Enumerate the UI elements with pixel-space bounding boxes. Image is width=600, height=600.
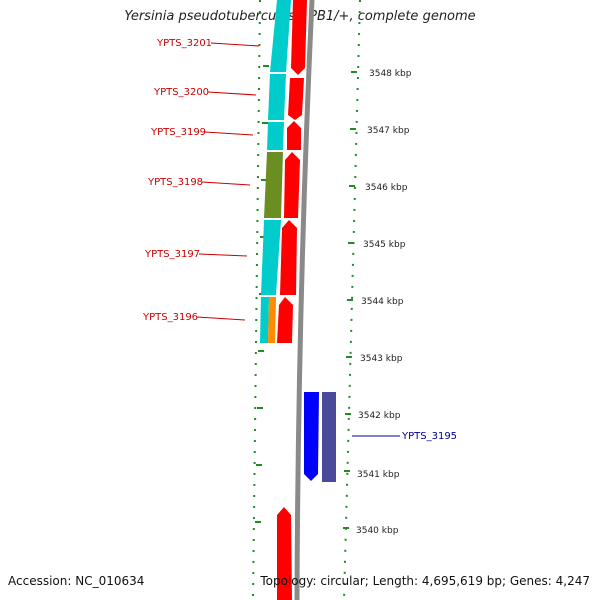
cog-block-3196b [268, 297, 276, 343]
gene-label-3201: YPTS_3201 [156, 38, 212, 49]
left-dotted-track [252, 0, 261, 600]
kbp-label: 3547 kbp [367, 126, 410, 136]
cog-block-3197 [261, 220, 281, 295]
gene-label-3197: YPTS_3197 [144, 249, 200, 260]
gene-label-3196: YPTS_3196 [142, 312, 198, 323]
gene-label-3200: YPTS_3200 [153, 87, 209, 98]
cds-arrow-3197 [280, 220, 297, 295]
cds-arrow-3201 [291, 0, 307, 75]
accession-text: Accession: NC_010634 [8, 574, 145, 588]
reverse-cds-track [304, 392, 336, 482]
cog-track [260, 0, 291, 343]
cog-block-3196a [260, 297, 269, 343]
cds-arrow-3200 [288, 78, 304, 120]
kbp-label: 3542 kbp [358, 411, 401, 421]
cds-arrow-3198 [284, 152, 300, 218]
cog-block-3200 [268, 74, 286, 120]
cds-arrow-3196 [277, 297, 293, 343]
gene-label-3199: YPTS_3199 [150, 127, 206, 138]
right-dotted-track [343, 0, 361, 600]
left-major-ticks [255, 65, 269, 523]
cog-block-3198 [264, 152, 283, 218]
kbp-label: 3545 kbp [363, 240, 406, 250]
kbp-label: 3548 kbp [369, 69, 412, 79]
cds-arrow-3199 [287, 121, 301, 150]
cds-arrow-3195 [304, 392, 319, 481]
kbp-label: 3544 kbp [361, 297, 404, 307]
genome-summary-text: Topology: circular; Length: 4,695,619 bp… [260, 574, 590, 588]
forward-cds-track [277, 0, 307, 600]
cog-block-3195 [322, 392, 336, 482]
gene-label-3195: YPTS_3195 [401, 431, 457, 442]
kbp-label: 3541 kbp [357, 470, 400, 480]
cog-block-3199 [267, 122, 284, 150]
right-major-ticks [343, 71, 357, 529]
kbp-label: 3546 kbp [365, 183, 408, 193]
kbp-labels: 3548 kbp 3547 kbp 3546 kbp 3545 kbp 3544… [356, 69, 412, 536]
kbp-label: 3543 kbp [360, 354, 403, 364]
cds-arrow-3194 [277, 507, 292, 600]
kbp-label: 3540 kbp [356, 526, 399, 536]
genome-backbone [294, 0, 315, 600]
gene-label-3198: YPTS_3198 [147, 177, 203, 188]
cog-block-3201 [270, 0, 291, 72]
gene-labels: YPTS_3201 YPTS_3200 YPTS_3199 YPTS_3198 … [142, 38, 457, 442]
